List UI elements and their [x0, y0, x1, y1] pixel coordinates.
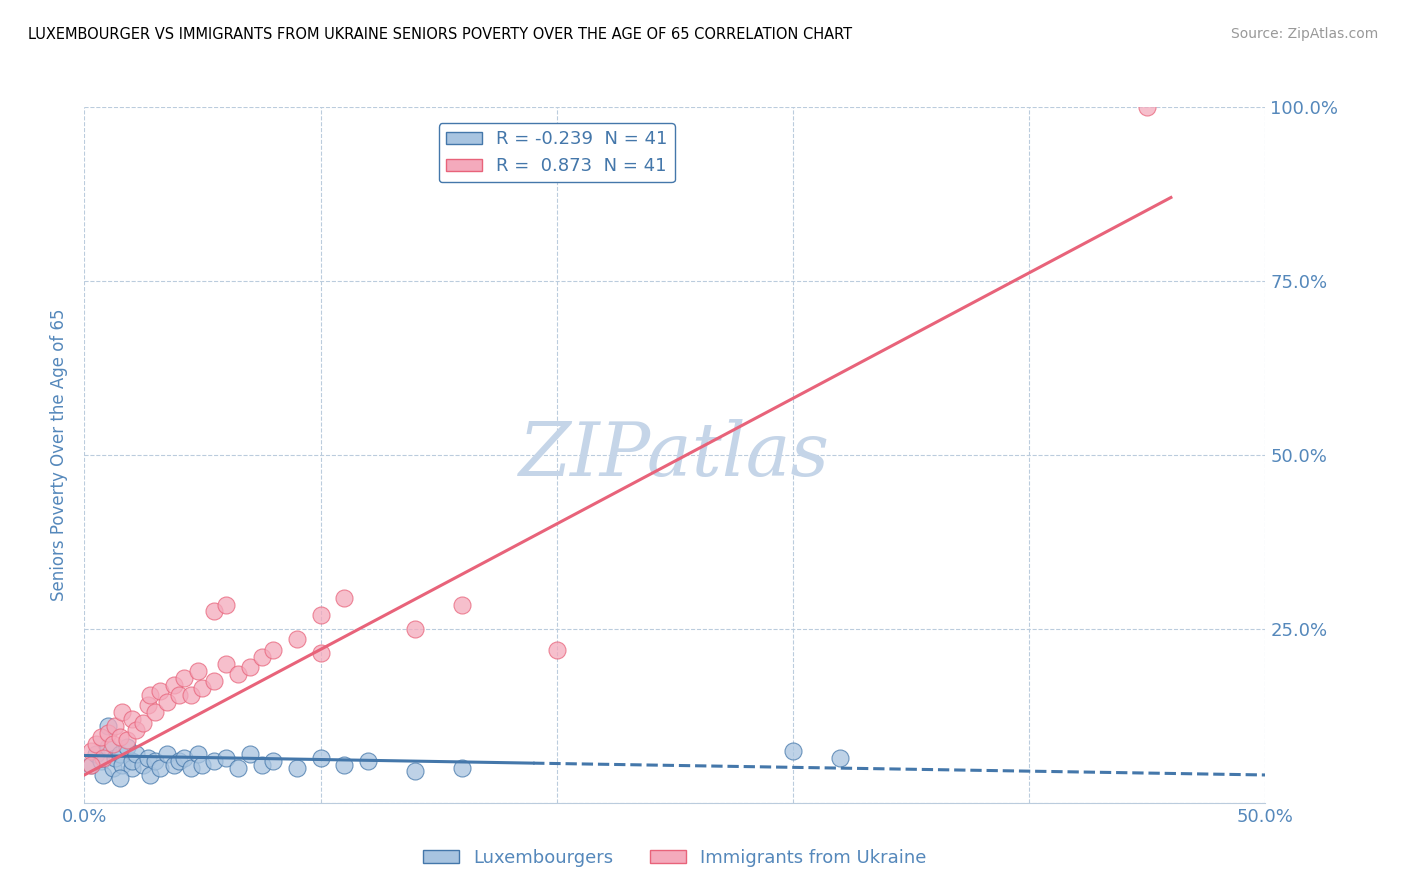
Point: [215, 657, 238, 671]
Point: [285, 632, 308, 647]
Point: [101, 737, 124, 751]
Point: [239, 660, 262, 674]
Point: [115, 733, 138, 747]
Point: [167, 688, 190, 702]
Point: [149, 684, 172, 698]
Point: [202, 674, 225, 689]
Point: [136, 698, 159, 713]
Point: [226, 761, 249, 775]
Point: [104, 750, 127, 764]
Point: [149, 761, 172, 775]
Point: [125, 723, 148, 737]
Point: [202, 754, 225, 768]
Point: [451, 598, 474, 612]
Point: [309, 750, 332, 764]
Point: [546, 642, 568, 657]
Point: [121, 754, 143, 768]
Point: [191, 757, 214, 772]
Point: [84, 737, 107, 751]
Point: [262, 642, 284, 657]
Point: [108, 730, 131, 744]
Point: [139, 688, 162, 702]
Point: [108, 747, 131, 761]
Point: [215, 750, 238, 764]
Point: [80, 757, 103, 772]
Point: [97, 719, 120, 733]
Point: [104, 719, 127, 733]
Point: [80, 757, 103, 772]
Point: [163, 757, 186, 772]
Point: [451, 761, 474, 775]
Point: [202, 605, 225, 619]
Point: [187, 747, 209, 761]
Point: [309, 646, 332, 660]
Point: [84, 747, 107, 761]
Point: [97, 726, 120, 740]
Point: [108, 772, 131, 786]
Point: [101, 761, 124, 775]
Point: [91, 768, 114, 782]
Point: [132, 715, 155, 730]
Point: [173, 750, 195, 764]
Point: [262, 754, 284, 768]
Text: ZIPatlas: ZIPatlas: [519, 418, 831, 491]
Point: [156, 747, 179, 761]
Point: [121, 712, 143, 726]
Point: [156, 695, 179, 709]
Point: [80, 744, 103, 758]
Point: [180, 688, 202, 702]
Point: [121, 761, 143, 775]
Point: [180, 761, 202, 775]
Point: [125, 747, 148, 761]
Point: [163, 677, 186, 691]
Point: [132, 757, 155, 772]
Point: [215, 598, 238, 612]
Point: [90, 754, 112, 768]
Point: [1136, 100, 1159, 114]
Point: [226, 667, 249, 681]
Point: [91, 750, 114, 764]
Point: [139, 768, 162, 782]
Point: [136, 750, 159, 764]
Point: [830, 750, 852, 764]
Point: [115, 740, 138, 755]
Point: [285, 761, 308, 775]
Text: Source: ZipAtlas.com: Source: ZipAtlas.com: [1230, 27, 1378, 41]
Point: [250, 649, 273, 664]
Text: LUXEMBOURGER VS IMMIGRANTS FROM UKRAINE SENIORS POVERTY OVER THE AGE OF 65 CORRE: LUXEMBOURGER VS IMMIGRANTS FROM UKRAINE …: [28, 27, 852, 42]
Point: [187, 664, 209, 678]
Point: [309, 607, 332, 622]
Legend: Luxembourgers, Immigrants from Ukraine: Luxembourgers, Immigrants from Ukraine: [416, 842, 934, 874]
Point: [143, 754, 166, 768]
Point: [173, 671, 195, 685]
Point: [782, 744, 804, 758]
Point: [250, 757, 273, 772]
Point: [357, 754, 380, 768]
Point: [143, 706, 166, 720]
Point: [239, 747, 262, 761]
Point: [90, 730, 112, 744]
Point: [97, 740, 120, 755]
Y-axis label: Seniors Poverty Over the Age of 65: Seniors Poverty Over the Age of 65: [51, 309, 69, 601]
Point: [333, 757, 356, 772]
Point: [404, 764, 426, 779]
Point: [111, 706, 134, 720]
Point: [167, 754, 190, 768]
Legend: R = -0.239  N = 41, R =  0.873  N = 41: R = -0.239 N = 41, R = 0.873 N = 41: [439, 123, 675, 183]
Point: [191, 681, 214, 695]
Point: [111, 757, 134, 772]
Point: [404, 622, 426, 636]
Point: [333, 591, 356, 605]
